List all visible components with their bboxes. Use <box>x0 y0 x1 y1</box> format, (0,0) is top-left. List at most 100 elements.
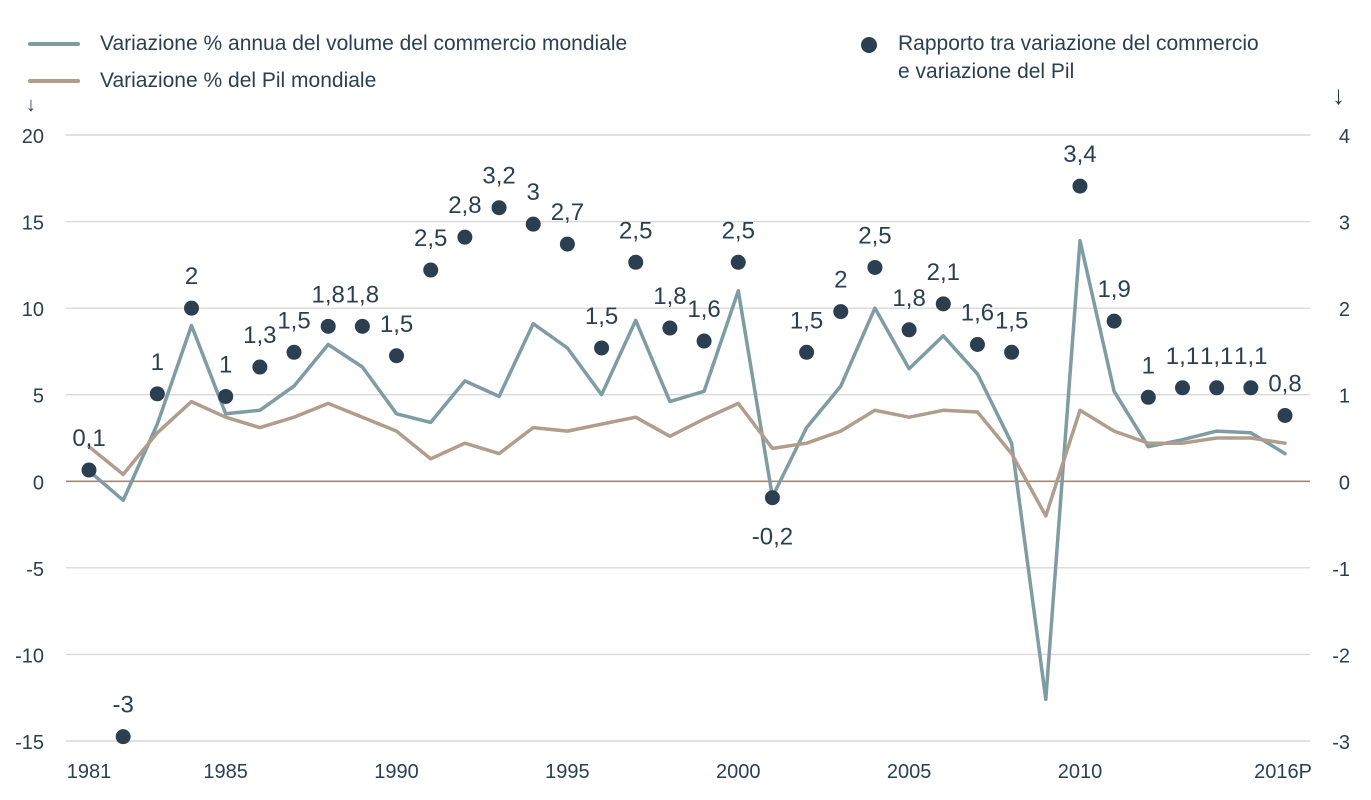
y-right-tick-label: 2 <box>1339 299 1350 321</box>
legend-trade-label: Variazione % annua del volume del commer… <box>100 32 628 55</box>
ratio-data-label: 2,1 <box>927 259 960 286</box>
ratio-point <box>1243 380 1259 396</box>
ratio-data-label: 2,5 <box>619 217 652 244</box>
ratio-data-label: 1,6 <box>687 296 720 323</box>
ratio-point <box>1140 389 1156 405</box>
ratio-point <box>1072 178 1088 194</box>
ratio-data-label: 2,8 <box>448 192 481 219</box>
left-axis-arrow-icon: ↓ <box>26 94 36 116</box>
ratio-point <box>696 333 712 349</box>
x-tick-label: 1985 <box>203 761 248 783</box>
ratio-point <box>833 304 849 320</box>
ratio-data-label: 2,5 <box>858 222 891 249</box>
y-right-tick-label: -1 <box>1332 559 1350 581</box>
ratio-point <box>799 344 815 360</box>
y-left-tick-label: 5 <box>33 386 44 408</box>
ratio-data-label: 1,1 <box>1200 343 1233 370</box>
ratio-data-label: 0,8 <box>1268 370 1301 397</box>
legend-gdp-line <box>28 79 80 83</box>
ratio-point <box>491 200 507 216</box>
ratio-point <box>320 318 336 334</box>
y-left-tick-label: -10 <box>15 645 44 667</box>
ratio-point <box>662 320 678 336</box>
y-right-tick-label: 4 <box>1339 126 1350 148</box>
ratio-point <box>594 340 610 356</box>
x-tick-label: 2005 <box>887 761 932 783</box>
ratio-data-label: 1,8 <box>653 283 686 310</box>
y-right-tick-label: 0 <box>1339 472 1350 494</box>
y-left-tick-label: 0 <box>33 472 44 494</box>
legend-trade-line <box>28 42 80 46</box>
ratio-data-label: 1,5 <box>995 307 1028 334</box>
legend-ratio-label-line2: e variazione del Pil <box>898 60 1075 83</box>
ratio-point <box>730 254 746 270</box>
x-tick-label: 2010 <box>1058 761 1103 783</box>
y-right-tick-label: 3 <box>1339 213 1350 235</box>
ratio-data-label: 1,1 <box>1166 343 1199 370</box>
ratio-data-label: 1,8 <box>346 281 379 308</box>
ratio-data-label: 1 <box>1142 352 1155 379</box>
ratio-data-label: 0,1 <box>72 425 105 452</box>
ratio-point <box>218 388 234 404</box>
ratio-point <box>457 229 473 245</box>
ratio-point <box>867 259 883 275</box>
ratio-data-label: 1,8 <box>892 285 925 312</box>
trade-volume-line <box>87 238 1287 702</box>
x-tick-label: 2016P <box>1254 761 1312 783</box>
ratio-point <box>149 386 165 402</box>
ratio-data-label: 3,4 <box>1063 141 1096 168</box>
ratio-point <box>1106 313 1122 329</box>
ratio-point <box>115 729 131 745</box>
ratio-data-label: 1,5 <box>380 311 413 338</box>
ratio-point <box>1004 344 1020 360</box>
ratio-point <box>1174 380 1190 396</box>
y-left-tick-label: 15 <box>22 213 44 235</box>
y-right-tick-label: -2 <box>1332 645 1350 667</box>
ratio-point <box>764 490 780 506</box>
ratio-data-label: 2 <box>834 267 847 294</box>
ratio-point <box>252 359 268 375</box>
ratio-point <box>1209 380 1225 396</box>
ratio-data-label: 1,5 <box>277 307 310 334</box>
ratio-point <box>81 462 97 478</box>
ratio-data-label: 1 <box>151 349 164 376</box>
ratio-point <box>354 318 370 334</box>
ratio-point <box>559 236 575 252</box>
ratio-data-label: 1,6 <box>961 300 994 327</box>
ratio-data-label: -0,2 <box>752 524 793 551</box>
right-axis-arrow-icon: ↓ <box>1332 80 1345 110</box>
y-left-tick-label: 10 <box>22 299 44 321</box>
ratio-data-label: 3 <box>527 179 540 206</box>
x-tick-label: 1995 <box>545 761 590 783</box>
ratio-point <box>901 322 917 338</box>
x-tick-label: 1990 <box>374 761 419 783</box>
ratio-point <box>286 344 302 360</box>
x-tick-label: 1981 <box>67 761 112 783</box>
ratio-point <box>525 216 541 232</box>
ratio-data-label: 2,5 <box>414 225 447 252</box>
ratio-data-label: 2,7 <box>551 199 584 226</box>
y-left-tick-label: -5 <box>26 559 44 581</box>
x-tick-label: 2000 <box>716 761 761 783</box>
ratio-data-label: -3 <box>112 692 133 719</box>
ratio-data-label: 1,9 <box>1097 276 1130 303</box>
y-right-tick-label: 1 <box>1339 386 1350 408</box>
y-left-tick-label: 20 <box>22 126 44 148</box>
ratio-data-label: 1,8 <box>312 281 345 308</box>
ratio-point <box>423 262 439 278</box>
legend-ratio-label-line1: Rapporto tra variazione del commercio <box>898 32 1259 55</box>
ratio-point <box>628 254 644 270</box>
ratio-data-label: 3,2 <box>482 163 515 190</box>
ratio-point <box>935 296 951 312</box>
legend-ratio-dot <box>861 37 877 53</box>
ratio-point <box>389 348 405 364</box>
ratio-data-label: 2 <box>185 263 198 290</box>
ratio-data-label: 1,5 <box>585 303 618 330</box>
ratio-data-label: 1,1 <box>1234 343 1267 370</box>
ratio-point <box>969 337 985 353</box>
ratio-point <box>1277 407 1293 423</box>
legend-gdp-label: Variazione % del Pil mondiale <box>100 69 377 92</box>
ratio-data-label: 1,5 <box>790 307 823 334</box>
y-left-tick-label: -15 <box>15 732 44 754</box>
